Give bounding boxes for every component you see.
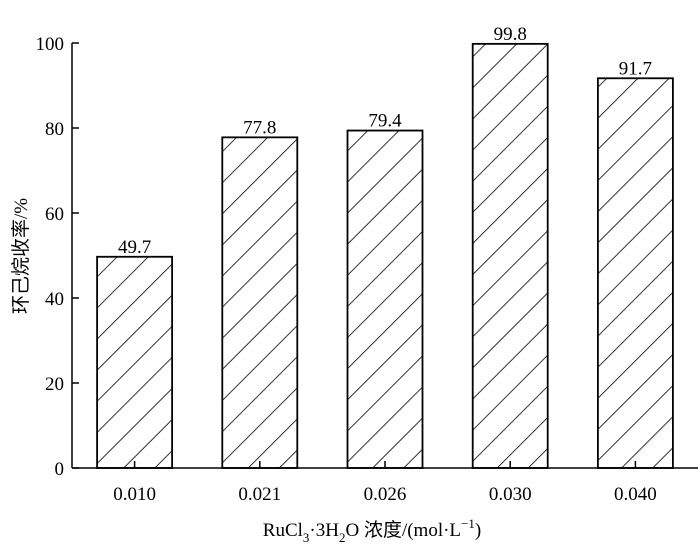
y-tick-label: 60 [45, 204, 64, 225]
bar [597, 77, 674, 469]
x-tick-label: 0.040 [614, 484, 657, 505]
bar-value-label: 77.8 [243, 117, 276, 138]
y-tick-label: 40 [45, 289, 64, 310]
x-tick-label: 0.021 [238, 484, 281, 505]
bar-value-label: 79.4 [368, 111, 402, 132]
bar-value-label: 99.8 [494, 24, 527, 45]
y-tick-label: 80 [45, 119, 64, 140]
y-tick-label: 20 [45, 374, 64, 395]
y-tick-label: 0 [55, 459, 65, 480]
bar-value-label: 49.7 [118, 237, 151, 258]
y-tick-label: 100 [36, 34, 65, 55]
y-ticks: 0 20 40 60 80 100 [36, 34, 79, 480]
bar [471, 42, 549, 469]
x-tick-label: 0.030 [489, 484, 532, 505]
bar [96, 255, 173, 469]
bars: 49.7 77.8 79.4 99.8 91.7 [96, 24, 674, 469]
x-axis-title: RuCl3·3H2O 浓度/(mol·L−1) [263, 516, 481, 545]
x-tick-label: 0.010 [113, 484, 156, 505]
x-ticks: 0.010 0.021 0.026 0.030 0.040 [113, 461, 657, 505]
y-axis-title: 环己烷收率/% [10, 198, 32, 314]
bar-value-label: 91.7 [619, 58, 652, 79]
bar [221, 136, 299, 469]
bar [346, 129, 424, 469]
x-tick-label: 0.026 [364, 484, 407, 505]
